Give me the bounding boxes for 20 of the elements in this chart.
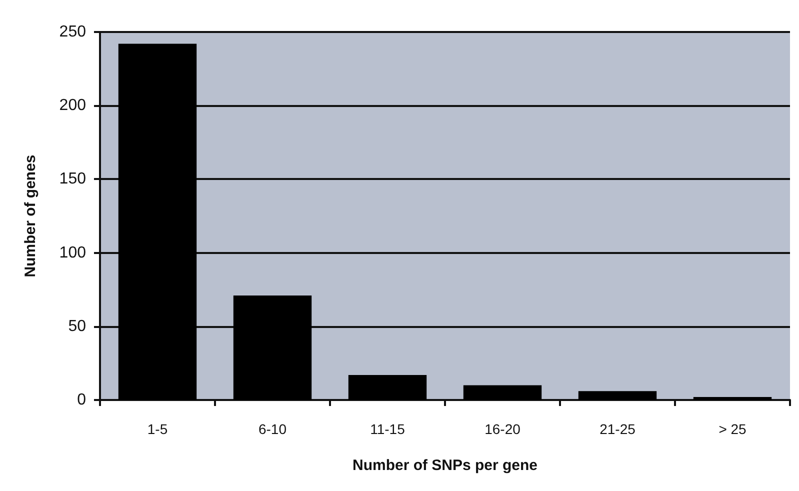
y-tick-label: 250 [59,24,86,40]
y-tick-label: 0 [77,392,86,408]
y-axis-title: Number of genes [22,154,39,278]
x-tick-label: 21-25 [600,421,636,437]
bar [233,295,312,400]
y-tick-label: 100 [59,244,86,262]
bar [118,44,197,400]
x-tick-label: 1-5 [147,421,168,437]
x-axis-title: Number of SNPs per gene [352,457,538,474]
bar [463,385,542,400]
bar [348,374,427,400]
bar [693,397,772,400]
y-tick-label: 200 [59,97,86,114]
x-tick-label: 6-10 [258,421,287,437]
y-tick-label: 50 [68,318,86,335]
x-tick-label: 16-20 [484,421,521,437]
x-tick-label: > 25 [718,421,747,437]
y-tick-label: 150 [59,170,86,188]
bar [578,391,657,400]
x-tick-label: 11-15 [370,421,406,437]
